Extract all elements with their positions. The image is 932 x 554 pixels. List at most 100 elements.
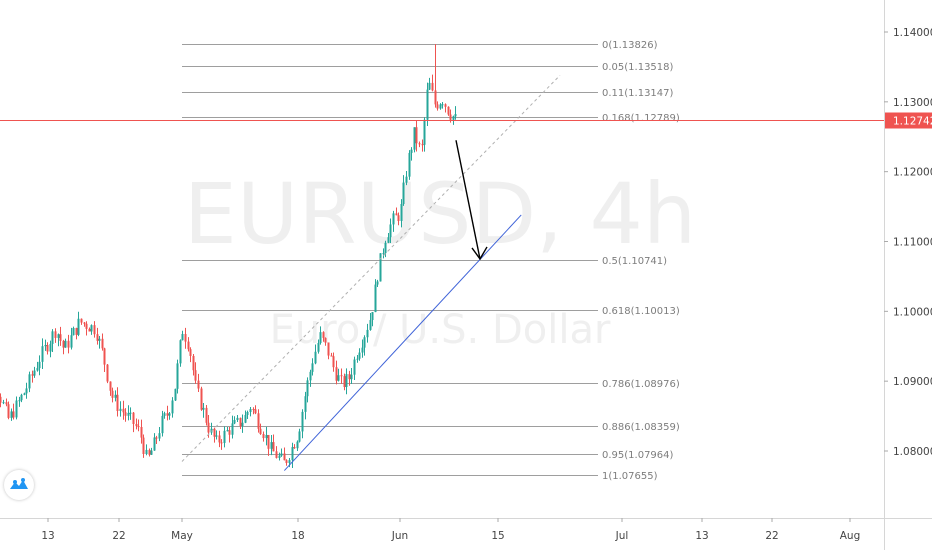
candle-body <box>213 428 216 437</box>
fib-level-label: 0.95(1.07964) <box>602 450 674 461</box>
candle-body <box>270 442 273 449</box>
candle-body <box>44 344 47 347</box>
candle-body <box>402 182 405 205</box>
candle-body <box>332 356 335 368</box>
candle-body <box>127 412 130 416</box>
candle-body <box>236 417 239 420</box>
projection-arrow[interactable] <box>455 140 481 260</box>
current-price-badge <box>885 112 932 129</box>
candle-body <box>298 431 301 442</box>
candle-body <box>176 363 179 389</box>
candle-body <box>343 376 346 388</box>
candle-body <box>142 437 145 454</box>
candle-body <box>111 390 114 398</box>
candle-body <box>379 253 382 282</box>
candle-body <box>57 334 60 338</box>
candle-body <box>267 434 270 449</box>
candle-body <box>405 176 408 183</box>
candle-body <box>421 144 424 146</box>
tradingview-logo-icon <box>10 478 28 489</box>
candle-body <box>20 394 23 401</box>
y-tick-label: 1.09000 <box>893 376 932 388</box>
time-axis[interactable] <box>0 518 932 550</box>
candle-body <box>163 413 166 416</box>
y-tick-label: 1.11000 <box>893 237 932 249</box>
x-tick-label: 15 <box>491 530 504 542</box>
candle-body <box>324 337 327 343</box>
x-tick-label: May <box>171 530 193 542</box>
candle-body <box>330 355 333 357</box>
price-axis[interactable] <box>884 0 932 550</box>
candle-body <box>400 204 403 221</box>
candle-body <box>392 213 395 225</box>
y-tick-label: 1.08000 <box>893 446 932 458</box>
candle-body <box>46 344 49 352</box>
candle-body <box>171 400 174 414</box>
candle-body <box>228 430 231 435</box>
candle-body <box>387 237 390 243</box>
candle-body <box>122 408 125 413</box>
candle-body <box>109 381 112 391</box>
candle-body <box>301 411 304 432</box>
fib-level-label: 0.886(1.08359) <box>602 422 680 433</box>
candle-body <box>119 408 122 411</box>
candle-body <box>132 412 135 424</box>
x-tick-label: Jun <box>391 530 408 542</box>
drawings[interactable] <box>181 74 561 471</box>
candle-body <box>75 327 78 335</box>
fib-trend-diagonal[interactable] <box>181 74 561 462</box>
y-tick-label: 1.13000 <box>893 97 932 109</box>
candle-body <box>447 106 450 115</box>
watermark: EURUSD, 4h Euro / U.S. Dollar <box>184 165 697 353</box>
candle-body <box>28 374 31 389</box>
candle-body <box>350 374 353 380</box>
candle-body <box>254 409 257 414</box>
candle-body <box>23 393 26 395</box>
y-tick-label: 1.10000 <box>893 306 932 318</box>
fibonacci-retracement[interactable]: 0(1.13826) 0.05(1.13518) 0.11(1.13147) 0.16… <box>182 40 680 482</box>
candlestick-series <box>0 44 457 469</box>
fib-level-label: 0.618(1.10013) <box>602 306 680 317</box>
candle-body <box>262 434 265 439</box>
candle-body <box>5 402 8 405</box>
candle-body <box>83 322 86 324</box>
tradingview-logo[interactable] <box>4 470 34 500</box>
candle-body <box>10 411 13 418</box>
candle-body <box>103 348 106 365</box>
candle-body <box>192 355 195 371</box>
candle-body <box>340 375 343 377</box>
candle-body <box>449 114 452 120</box>
candle-body <box>49 343 52 352</box>
candle-body <box>36 368 39 371</box>
candle-body <box>288 460 291 463</box>
x-tick-label: 13 <box>41 530 54 542</box>
y-tick-label: 1.14000 <box>893 27 932 39</box>
candle-body <box>15 400 18 418</box>
candle-body <box>285 460 288 463</box>
candle-body <box>241 422 244 427</box>
candle-body <box>382 253 385 255</box>
candle-body <box>275 451 278 458</box>
candle-body <box>114 394 117 398</box>
candle-body <box>189 349 192 356</box>
candle-body <box>12 411 15 418</box>
fib-level-label: 1(1.07655) <box>602 471 658 482</box>
candle-body <box>444 104 447 107</box>
candle-body <box>395 213 398 216</box>
candle-body <box>129 412 132 414</box>
candle-body <box>174 388 177 401</box>
trendline[interactable] <box>283 214 522 471</box>
candle-body <box>220 442 223 444</box>
candle-body <box>317 342 320 352</box>
candle-body <box>215 435 218 437</box>
candle-body <box>252 409 255 411</box>
candle-body <box>77 318 80 335</box>
candle-body <box>335 367 338 381</box>
candle-body <box>356 358 359 360</box>
candle-body <box>64 340 67 348</box>
candle-body <box>280 453 283 456</box>
candle-body <box>423 119 426 145</box>
